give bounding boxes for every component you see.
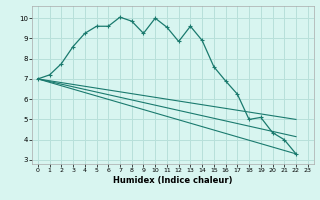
- X-axis label: Humidex (Indice chaleur): Humidex (Indice chaleur): [113, 176, 233, 185]
